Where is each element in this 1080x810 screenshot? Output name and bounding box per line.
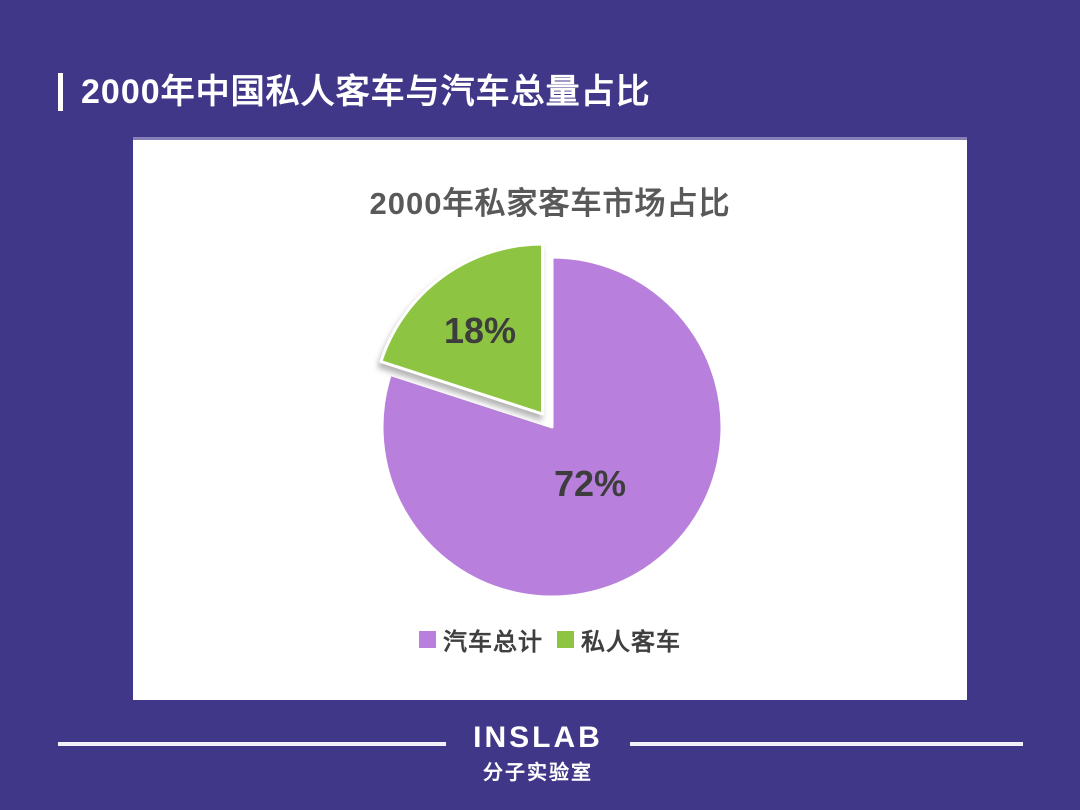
legend-label-cars-total: 汽车总计 xyxy=(443,629,543,656)
page-title: 2000年中国私人客车与汽车总量占比 xyxy=(81,73,651,111)
pie-chart: 72% 18% xyxy=(379,242,724,599)
legend-label-private-cars: 私人客车 xyxy=(581,629,681,656)
brand-block: INSLAB 分子实验室 xyxy=(446,721,630,785)
footer-divider-left xyxy=(58,742,446,746)
brand-name: INSLAB xyxy=(473,721,603,754)
chart-card: 2000年私家客车市场占比 72% 18% 汽车总计 私人客车 xyxy=(133,140,967,700)
chart-legend: 汽车总计 私人客车 xyxy=(133,622,967,657)
data-label-cars-total: 72% xyxy=(554,463,626,504)
legend-item-private-cars: 私人客车 xyxy=(557,622,681,657)
legend-swatch-private-cars xyxy=(557,631,574,648)
pie-slice-private-cars xyxy=(379,242,545,416)
chart-title: 2000年私家客车市场占比 xyxy=(369,186,731,221)
header: 2000年中国私人客车与汽车总量占比 xyxy=(58,73,651,111)
legend-item-cars-total: 汽车总计 xyxy=(419,622,543,657)
title-accent-bar xyxy=(58,73,63,111)
brand-subtitle: 分子实验室 xyxy=(483,762,593,784)
footer-divider-right xyxy=(630,742,1023,746)
pie-slices xyxy=(379,242,724,599)
pie-slice-cars-total xyxy=(380,255,724,599)
legend-swatch-cars-total xyxy=(419,631,436,648)
data-label-private-cars: 18% xyxy=(444,310,516,351)
